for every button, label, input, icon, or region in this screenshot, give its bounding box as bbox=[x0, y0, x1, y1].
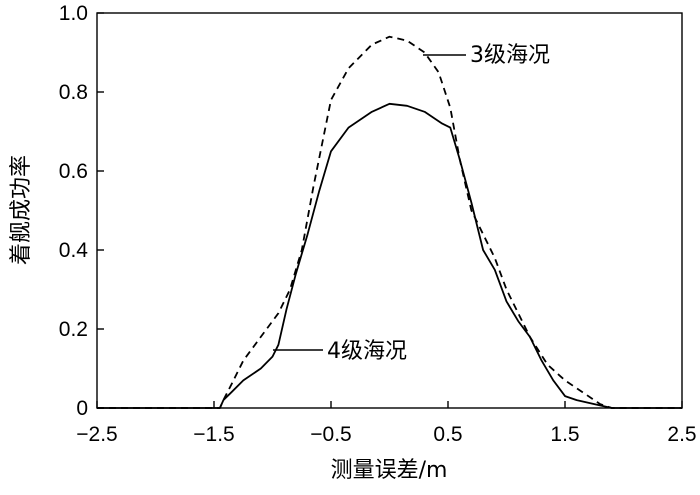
plot-frame bbox=[96, 12, 683, 409]
x-tick-label: 2.5 bbox=[667, 423, 696, 446]
x-tick-label: −2.5 bbox=[76, 423, 117, 446]
y-tick-label: 0.8 bbox=[59, 81, 88, 104]
x-tick-label: 1.5 bbox=[550, 423, 579, 446]
series-layer bbox=[97, 35, 682, 409]
x-tick-label: 0.5 bbox=[433, 423, 462, 446]
annotation-3: 3级海况 bbox=[470, 43, 550, 68]
y-tick-label: 0.4 bbox=[59, 239, 89, 262]
series-line-2 bbox=[97, 102, 682, 409]
y-tick-label: 1.0 bbox=[59, 2, 88, 25]
x-axis: −2.5 −1.5 −0.5 0.5 1.5 2.5 bbox=[76, 401, 697, 446]
x-axis-title: 测量误差/m bbox=[331, 458, 448, 483]
y-tick-label: 0.2 bbox=[59, 318, 88, 341]
y-tick-label: 0.6 bbox=[59, 160, 88, 183]
series-line-1 bbox=[97, 35, 682, 409]
y-axis-title: 着舰成功率 bbox=[9, 155, 34, 265]
x-tick-label: −0.5 bbox=[310, 423, 351, 446]
y-tick-label: 0 bbox=[76, 397, 88, 420]
y-axis: 0 0.2 0.4 0.6 0.8 1.0 bbox=[59, 2, 104, 420]
annotation-4: 4级海况 bbox=[327, 339, 407, 364]
x-tick-label: −1.5 bbox=[193, 423, 234, 446]
